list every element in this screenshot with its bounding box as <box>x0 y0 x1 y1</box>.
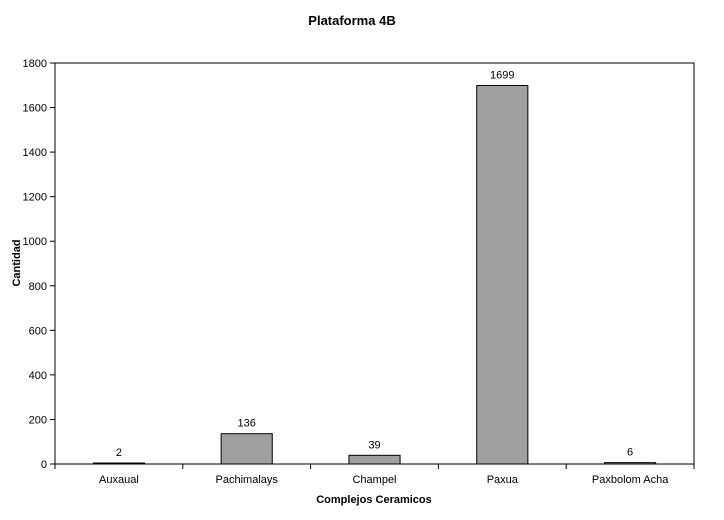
chart-title: Plataforma 4B <box>308 13 395 28</box>
bar-data-label: 2 <box>116 447 122 459</box>
bar-data-label: 1699 <box>490 70 514 82</box>
x-axis-title: Complejos Ceramicos <box>316 494 432 506</box>
y-tick-label: 0 <box>41 459 47 471</box>
bar <box>604 462 657 465</box>
y-tick-label: 1200 <box>23 192 47 204</box>
bar <box>92 462 145 465</box>
bar-data-label: 136 <box>238 418 256 430</box>
data-labels: 2 136 39 1699 6 <box>116 70 633 459</box>
y-tick-label: 1400 <box>23 147 47 159</box>
x-tick-label: Champel <box>352 474 396 486</box>
x-axis: Auxaual Pachimalays Champel Paxua Paxbolom A… <box>54 464 695 486</box>
plot-area <box>54 62 695 465</box>
y-axis-title: Cantidad <box>11 239 23 286</box>
x-tick-label: Paxbolom Acha <box>592 474 669 486</box>
bar-data-label: 39 <box>368 439 380 451</box>
bar <box>220 433 273 465</box>
bars <box>92 85 657 465</box>
bar <box>476 85 529 465</box>
y-tick-label: 1800 <box>23 58 47 70</box>
bar <box>348 454 401 465</box>
y-tick-label: 1000 <box>23 236 47 248</box>
y-tick-label: 400 <box>29 370 47 382</box>
x-tick-label: Paxua <box>487 474 519 486</box>
bar-data-label: 6 <box>627 447 633 459</box>
y-tick-label: 600 <box>29 325 47 337</box>
y-tick-label: 800 <box>29 281 47 293</box>
x-tick-label: Auxaual <box>99 474 139 486</box>
y-tick-label: 1600 <box>23 103 47 115</box>
x-tick-label: Pachimalays <box>216 474 279 486</box>
y-axis: 0 200 400 600 800 1000 1200 1400 1600 1800 <box>23 58 55 471</box>
y-tick-label: 200 <box>29 414 47 426</box>
